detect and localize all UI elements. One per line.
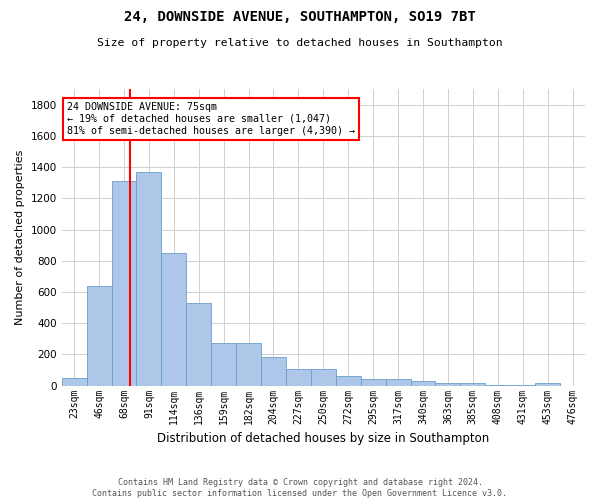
Bar [112, 181, 136, 386]
Bar [485, 385, 510, 386]
Bar [136, 172, 161, 386]
Bar [186, 303, 211, 386]
Bar [410, 381, 436, 386]
Text: Size of property relative to detached houses in Southampton: Size of property relative to detached ho… [97, 38, 503, 48]
Y-axis label: Number of detached properties: Number of detached properties [15, 150, 25, 325]
X-axis label: Distribution of detached houses by size in Southampton: Distribution of detached houses by size … [157, 432, 490, 445]
Bar [161, 253, 186, 386]
Bar [261, 357, 286, 386]
Bar [436, 382, 460, 386]
Bar [510, 385, 535, 386]
Bar [336, 376, 361, 386]
Bar [460, 384, 485, 386]
Bar [86, 286, 112, 386]
Text: 24, DOWNSIDE AVENUE, SOUTHAMPTON, SO19 7BT: 24, DOWNSIDE AVENUE, SOUTHAMPTON, SO19 7… [124, 10, 476, 24]
Bar [236, 342, 261, 386]
Text: 24 DOWNSIDE AVENUE: 75sqm
← 19% of detached houses are smaller (1,047)
81% of se: 24 DOWNSIDE AVENUE: 75sqm ← 19% of detac… [67, 102, 355, 136]
Bar [361, 380, 386, 386]
Bar [62, 378, 86, 386]
Bar [535, 384, 560, 386]
Bar [286, 369, 311, 386]
Bar [386, 380, 410, 386]
Bar [311, 369, 336, 386]
Text: Contains HM Land Registry data © Crown copyright and database right 2024.
Contai: Contains HM Land Registry data © Crown c… [92, 478, 508, 498]
Bar [211, 342, 236, 386]
